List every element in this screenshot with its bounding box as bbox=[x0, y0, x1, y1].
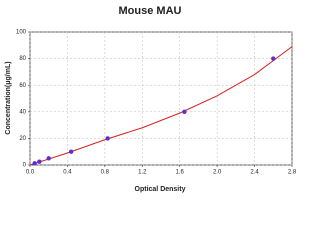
y-tick-label: 100 bbox=[16, 30, 27, 36]
data-point bbox=[182, 109, 187, 115]
data-point bbox=[32, 161, 37, 166]
y-tick-label: 60 bbox=[19, 83, 26, 89]
chart: Mouse MAU Optical Density Concentration(… bbox=[5, 5, 297, 193]
data-point bbox=[37, 159, 42, 164]
data-point bbox=[271, 56, 276, 61]
x-axis-label: Optical Density bbox=[135, 186, 186, 193]
data-point bbox=[105, 136, 110, 141]
data-point bbox=[68, 149, 74, 154]
y-axis-label: Concentration(μg/mL) bbox=[5, 61, 12, 134]
y-tick-label: 80 bbox=[19, 56, 26, 62]
y-tick-label: 0 bbox=[23, 163, 27, 169]
y-tick-label: 20 bbox=[19, 136, 26, 142]
plot-area bbox=[29, 31, 293, 166]
data-point bbox=[46, 156, 51, 161]
x-tick-label: 0.0 bbox=[26, 170, 35, 176]
x-tick-label: 0.8 bbox=[101, 170, 110, 176]
chart-title: Mouse MAU bbox=[119, 5, 182, 17]
x-tick-label: 2.0 bbox=[213, 170, 222, 176]
x-tick-label: 2.4 bbox=[250, 170, 259, 176]
x-tick-label: 1.6 bbox=[176, 170, 185, 176]
fit-curve bbox=[29, 46, 293, 166]
x-tick-label: 1.2 bbox=[138, 170, 147, 176]
x-tick-label: 2.8 bbox=[288, 170, 297, 176]
x-tick-label: 0.4 bbox=[63, 170, 72, 176]
y-tick-label: 40 bbox=[19, 109, 26, 115]
